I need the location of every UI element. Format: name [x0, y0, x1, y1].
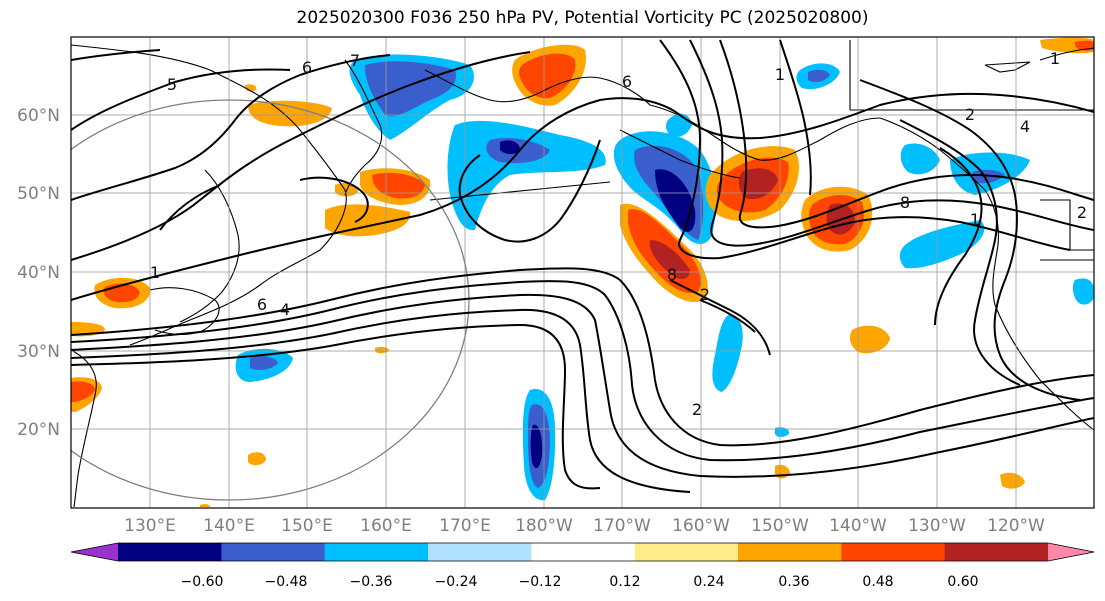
positive-anomaly-kuril	[325, 204, 411, 237]
colorbar-tick-label: −0.48	[265, 574, 308, 590]
pv-contours	[71, 39, 1094, 493]
colorbar-tick-label: 0.36	[778, 574, 809, 590]
colorbar-segment	[841, 543, 946, 561]
colorbar-segment	[944, 543, 1049, 561]
contour-label: 6	[302, 58, 312, 77]
colorbar-tick-label: −0.60	[181, 574, 224, 590]
lat-label: 20°N	[17, 420, 60, 440]
lon-label: 150°E	[281, 516, 333, 536]
colorbar-segment	[118, 543, 222, 561]
lon-label: 140°E	[203, 516, 255, 536]
map-frame	[70, 36, 1095, 509]
contour-label: 8	[900, 193, 910, 212]
lat-label: 60°N	[17, 106, 60, 126]
contour-label: 6	[622, 72, 632, 91]
contour-label: 8	[667, 265, 677, 284]
colorbar-tick-labels: −0.60 −0.48 −0.36 −0.24 −0.12 0.12 0.24 …	[181, 574, 979, 590]
colorbar-segment	[531, 543, 636, 561]
contour-label: 2	[965, 105, 975, 124]
map-title: 2025020300 F036 250 hPa PV, Potential Vo…	[296, 8, 869, 28]
lat-label: 40°N	[17, 263, 60, 283]
longitude-labels: 130°E 140°E 150°E 160°E 170°E 180°W 170°…	[124, 516, 1045, 536]
lon-label: 150°W	[751, 516, 809, 536]
lon-label: 170°W	[593, 516, 651, 536]
lon-label: 160°W	[672, 516, 730, 536]
contour-label: 2	[692, 400, 702, 419]
lon-label: 160°E	[360, 516, 412, 536]
range-circle	[71, 99, 470, 501]
colorbar-segment	[428, 543, 532, 561]
colorbar-tick-label: 0.12	[609, 574, 640, 590]
colorbar-segment	[738, 543, 842, 561]
colorbar-tick-label: −0.24	[435, 574, 478, 590]
map-panel: 5 6 7 6 1 1 2 4 8 1 2 6 4 2 8 2 1	[71, 37, 1094, 508]
colorbar-segment	[634, 543, 739, 561]
contour-label: 2	[700, 285, 710, 304]
contour-label: 1	[970, 210, 980, 229]
lon-label: 180°W	[515, 516, 573, 536]
lon-label: 120°W	[987, 516, 1045, 536]
contour-label: 1	[775, 65, 785, 84]
contour-label: 4	[280, 300, 290, 319]
latitude-labels: 60°N 50°N 40°N 30°N 20°N	[17, 106, 60, 440]
contour-label: 1	[150, 263, 160, 282]
lat-label: 50°N	[17, 184, 60, 204]
lon-label: 130°E	[124, 516, 176, 536]
colorbar-tick-label: 0.24	[693, 574, 724, 590]
contour-label: 7	[350, 51, 360, 70]
colorbar-outline	[70, 542, 1095, 562]
contour-label: 5	[167, 75, 177, 94]
lon-label: 170°E	[439, 516, 491, 536]
colorbar-segment	[324, 543, 429, 561]
colorbar-tick-label: 0.48	[862, 574, 893, 590]
negative-anomaly-hawaii	[712, 314, 743, 392]
colorbar-tick-label: −0.12	[519, 574, 562, 590]
colorbar-segment	[221, 543, 326, 561]
colorbar-extend-low	[71, 543, 118, 561]
contour-labels: 5 6 7 6 1 1 2 4 8 1 2 6 4 2 8 2 1	[150, 49, 1087, 419]
lat-label: 30°N	[17, 342, 60, 362]
graticule	[71, 37, 1094, 508]
contour-label: 2	[1077, 203, 1087, 222]
colorbar-extend-high	[1048, 543, 1094, 561]
negative-anomaly-130w	[899, 220, 985, 269]
lon-label: 140°W	[829, 516, 887, 536]
contour-label: 6	[257, 295, 267, 314]
contour-label: 1	[1050, 49, 1060, 68]
lon-label: 130°W	[908, 516, 966, 536]
colorbar	[70, 542, 1095, 562]
colorbar-tick-label: −0.36	[350, 574, 393, 590]
contour-label: 4	[1020, 117, 1030, 136]
colorbar-tick-label: 0.60	[947, 574, 978, 590]
